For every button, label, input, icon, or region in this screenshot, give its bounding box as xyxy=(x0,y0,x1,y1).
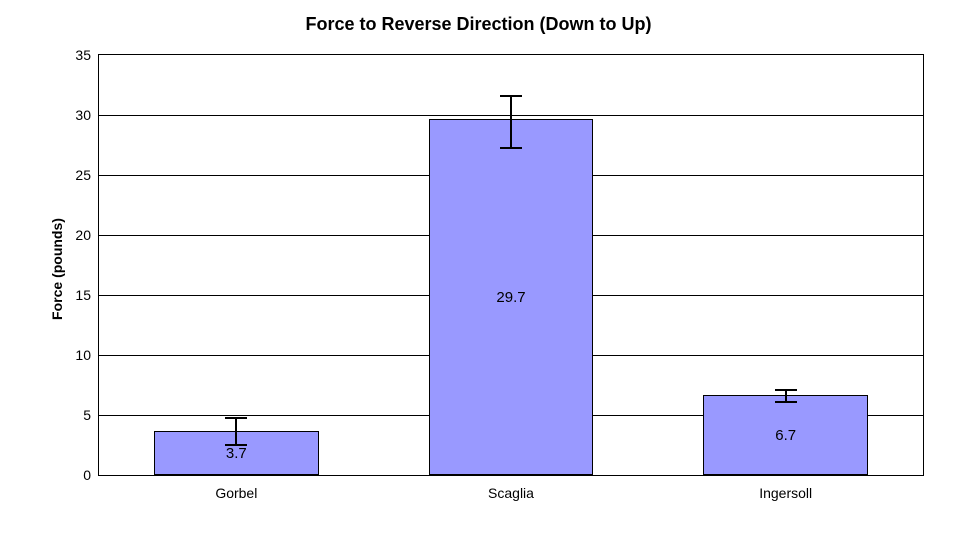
chart-container: Force to Reverse Direction (Down to Up) … xyxy=(0,0,957,538)
chart-title: Force to Reverse Direction (Down to Up) xyxy=(0,14,957,35)
x-tick-label: Scaglia xyxy=(488,485,534,501)
error-bar-line xyxy=(235,417,237,443)
x-tick-label: Ingersoll xyxy=(759,485,812,501)
error-bar-cap xyxy=(775,389,797,391)
error-bar-cap xyxy=(500,147,522,149)
error-bar-cap xyxy=(225,444,247,446)
bar-value-label: 6.7 xyxy=(703,427,868,444)
error-bar-cap xyxy=(775,401,797,403)
y-tick-label: 25 xyxy=(75,167,91,183)
plot-area: 051015202530353.7Gorbel29.7Scaglia6.7Ing… xyxy=(98,54,924,476)
y-tick-label: 10 xyxy=(75,347,91,363)
y-tick-label: 5 xyxy=(83,407,91,423)
y-tick-label: 30 xyxy=(75,107,91,123)
error-bar-line xyxy=(510,95,512,148)
y-tick-label: 35 xyxy=(75,47,91,63)
error-bar-cap xyxy=(500,95,522,97)
y-tick-label: 20 xyxy=(75,227,91,243)
error-bar-cap xyxy=(225,417,247,419)
y-tick-label: 0 xyxy=(83,467,91,483)
y-tick-label: 15 xyxy=(75,287,91,303)
y-axis-label: Force (pounds) xyxy=(49,218,65,320)
x-tick-label: Gorbel xyxy=(215,485,257,501)
bar-value-label: 3.7 xyxy=(154,445,319,462)
bar-value-label: 29.7 xyxy=(429,289,594,306)
